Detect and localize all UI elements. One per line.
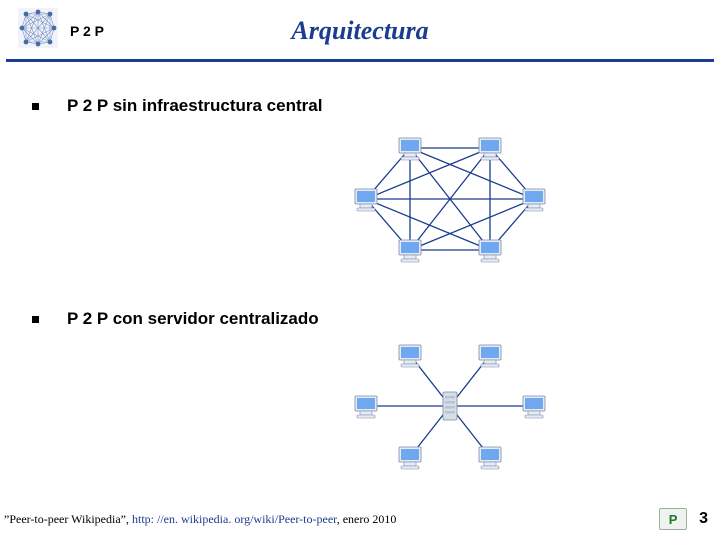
cite-prefix: ”Peer-to-peer Wikipedia”,: [4, 512, 132, 526]
diagram-mesh: [350, 134, 690, 269]
slide-title: Arquitectura: [291, 16, 428, 46]
badge-letter: P: [669, 512, 678, 527]
bullet-item-2: P 2 P con servidor centralizado: [30, 309, 690, 329]
slide-content: P 2 P sin infraestructura central P 2 P …: [0, 62, 720, 476]
bullet-text: P 2 P con servidor centralizado: [67, 309, 319, 329]
cite-suffix: , enero 2010: [337, 512, 397, 526]
diagram-star: [350, 341, 690, 476]
mesh-logo-icon: [18, 8, 58, 53]
page-number: 3: [699, 510, 708, 528]
footer-badge-icon: P: [659, 508, 687, 530]
header-label: P 2 P: [70, 23, 104, 39]
cite-url: http: //en. wikipedia. org/wiki/Peer-to-…: [132, 512, 337, 526]
slide-footer: ”Peer-to-peer Wikipedia”, http: //en. wi…: [0, 508, 720, 530]
slide-header: P 2 P Arquitectura: [0, 0, 720, 59]
bullet-icon: [32, 103, 39, 110]
bullet-item-1: P 2 P sin infraestructura central: [30, 96, 690, 116]
bullet-text: P 2 P sin infraestructura central: [67, 96, 322, 116]
citation: ”Peer-to-peer Wikipedia”, http: //en. wi…: [4, 512, 396, 527]
bullet-icon: [32, 316, 39, 323]
